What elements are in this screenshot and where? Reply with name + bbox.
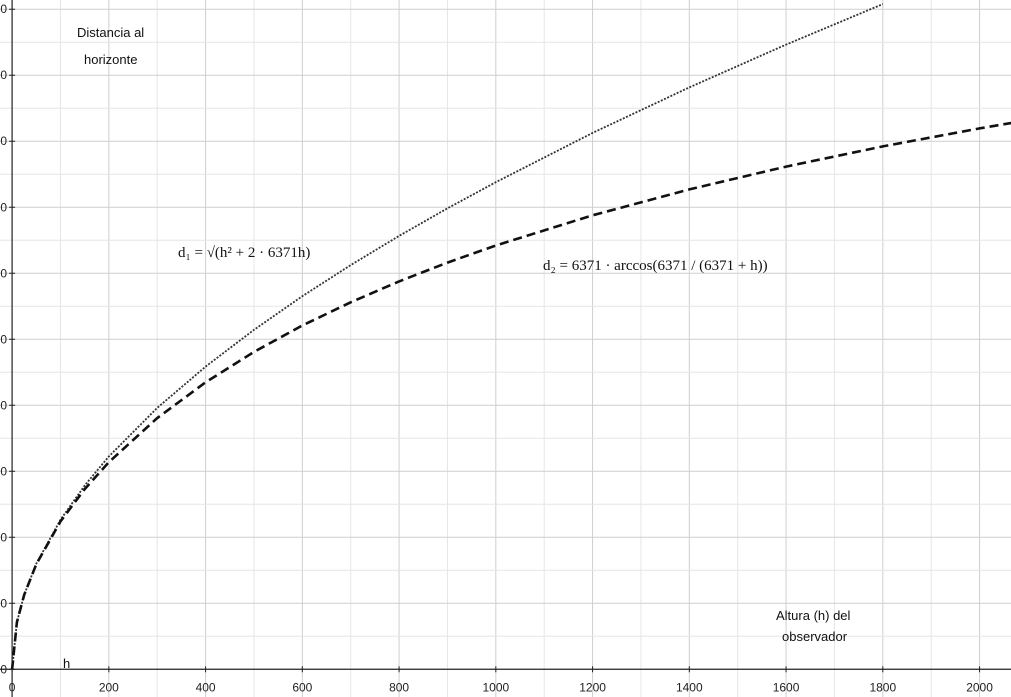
y-tick-label: 500 [0, 596, 7, 610]
x-tick-label: 800 [389, 680, 409, 694]
x-tick-label: 1800 [869, 680, 896, 694]
y-axis-title-line1: Distancia al [77, 25, 144, 40]
x-tick-label: 600 [292, 680, 312, 694]
y-tick-label: 3500 [0, 200, 7, 214]
x-tick-label: 400 [196, 680, 216, 694]
x-tick-label: 1000 [482, 680, 509, 694]
y-tick-labels: 0 500 1000 1500 2000 2500 3000 3500 4000 4500 5000 [0, 2, 16, 676]
formula-d2: d₂ = 6371 · arccos(6371 / (6371 + h)) [543, 258, 768, 274]
formula-d1-text: d₁ = √(h² + 2 · 6371h) [178, 245, 310, 261]
formula-d2-text: d₂ = 6371 · arccos(6371 / (6371 + h)) [543, 258, 768, 274]
series-d2-line [10, 121, 1011, 670]
y-tick-label: 1000 [0, 530, 7, 544]
y-tick-label: 0 [0, 662, 7, 676]
x-tick-labels: 0 200 400 600 800 1000 1200 1400 1600 1800 2000 [9, 666, 993, 694]
x-tick-label: 1200 [579, 680, 606, 694]
y-tick-label: 1500 [0, 464, 7, 478]
y-tick-label: 5000 [0, 2, 7, 16]
y-tick-label: 2000 [0, 398, 7, 412]
x-tick-label: 0 [9, 680, 16, 694]
x-tick-label: 1400 [676, 680, 703, 694]
x-tick-label: 200 [99, 680, 119, 694]
origin-h-label: h [63, 656, 70, 671]
y-tick-label: 3000 [0, 266, 7, 280]
y-tick-label: 4000 [0, 134, 7, 148]
y-tick-label: 2500 [0, 332, 7, 346]
formula-d1: d₁ = √(h² + 2 · 6371h) [178, 245, 310, 261]
x-tick-label: 2000 [966, 680, 993, 694]
x-axis-title-line2: observador [782, 629, 848, 644]
y-tick-label: 4500 [0, 68, 7, 82]
y-axis-title-line2: horizonte [84, 52, 137, 67]
x-axis-title-line1: Altura (h) del [776, 608, 851, 623]
series-d1-line [11, 3, 884, 670]
x-tick-label: 1600 [773, 680, 800, 694]
series-curves [10, 3, 1011, 670]
